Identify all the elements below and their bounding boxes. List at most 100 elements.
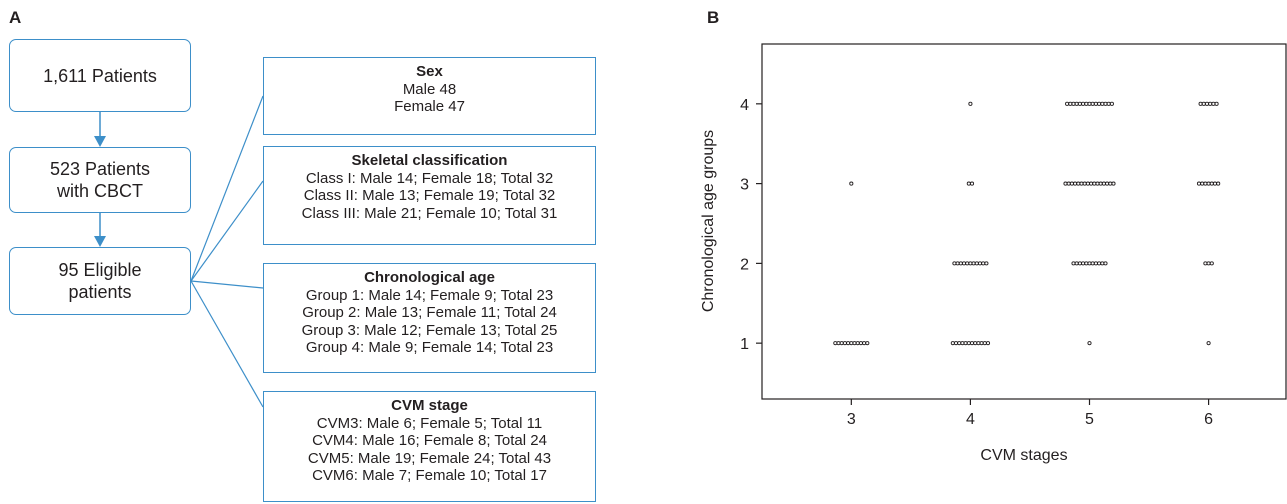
arrow-1-head (94, 136, 106, 147)
data-point (1066, 181, 1071, 186)
data-point (1084, 261, 1089, 266)
data-point (1074, 261, 1079, 266)
data-point (1211, 101, 1216, 106)
y-axis-label: Chronological age groups (700, 130, 717, 312)
data-point (969, 341, 975, 346)
data-point (968, 101, 973, 106)
flow-arrows (94, 112, 106, 247)
data-point (1203, 261, 1208, 266)
data-point (1092, 181, 1097, 186)
data-point (976, 341, 981, 346)
data-point (1063, 181, 1068, 186)
data-point (1084, 101, 1089, 106)
detail-heading: Sex (416, 63, 443, 80)
data-point (1097, 261, 1102, 266)
data-point (1081, 101, 1086, 106)
data-point (1098, 181, 1103, 186)
data-point (862, 341, 867, 346)
data-point (839, 341, 844, 346)
panel-a-label: A (9, 8, 22, 27)
data-point (1101, 181, 1106, 186)
detail-line: Class III: Male 21; Female 10; Total 31 (301, 204, 558, 222)
data-point (852, 341, 857, 346)
data-point (1105, 181, 1110, 186)
data-point (966, 181, 971, 186)
data-point (957, 341, 962, 346)
detail-box-sex: Sex Male 48 Female 47 (263, 57, 596, 135)
detail-line: CVM6: Male 7; Female 10; Total 17 (312, 467, 547, 484)
detail-heading: Chronological age (364, 269, 495, 286)
data-point (965, 261, 970, 266)
flow-box-text: 1,611 Patients (43, 65, 157, 86)
data-points (833, 101, 1221, 346)
data-point (1095, 181, 1100, 186)
data-point (1206, 261, 1211, 266)
data-point (958, 261, 963, 266)
data-point (1077, 261, 1082, 266)
y-tick-label: 1 (740, 336, 749, 353)
data-point (966, 341, 971, 346)
data-point (846, 341, 851, 346)
data-point (950, 341, 955, 346)
data-point (858, 341, 863, 346)
data-point (985, 341, 991, 346)
flow-box-total-patients: 1,611 Patients (9, 39, 191, 112)
detail-line: Group 1: Male 14; Female 9; Total 23 (305, 286, 554, 304)
panel-b-label: B (707, 8, 720, 27)
detail-line: Class I: Male 14; Female 18; Total 32 (305, 169, 554, 187)
y-tick-label: 2 (740, 256, 749, 273)
data-point (973, 341, 978, 346)
data-point (1198, 101, 1203, 106)
data-point (1073, 181, 1078, 186)
data-point (1071, 101, 1076, 106)
detail-line: Female 47 (394, 98, 465, 115)
data-point (1090, 101, 1095, 106)
data-point (1100, 101, 1105, 106)
data-point (1111, 181, 1116, 186)
x-tick-label: 5 (1085, 411, 1094, 428)
detail-line: CVM4: Male 16; Female 8; Total 24 (312, 432, 547, 449)
detail-box-skeletal-classification: Skeletal classification Class I: Male 14… (263, 146, 596, 245)
data-point (1090, 261, 1095, 266)
data-point (1103, 261, 1108, 266)
data-point (1203, 181, 1208, 186)
data-point (865, 341, 870, 346)
data-point (952, 261, 957, 266)
fan-line-age (190, 280, 264, 289)
data-point (1077, 101, 1082, 106)
fan-line-skeletal (190, 180, 264, 282)
y-tick-label: 3 (740, 177, 749, 194)
data-point (1087, 341, 1092, 346)
data-point (1069, 181, 1074, 186)
data-point (836, 341, 841, 346)
data-point (968, 261, 973, 266)
fan-line-sex (190, 95, 264, 282)
data-point (1201, 101, 1206, 106)
fan-lines (190, 95, 264, 408)
data-point (1081, 261, 1086, 266)
data-point (1109, 101, 1114, 106)
data-point (981, 261, 986, 266)
flow-box-text: 95 Eligible (58, 260, 142, 280)
data-point (1212, 181, 1218, 186)
axis-ticks: 3 4 5 6 1 2 3 4 (740, 97, 1213, 428)
data-point (1068, 101, 1073, 106)
flow-box-cbct-patients: 523 Patients with CBCT (9, 147, 191, 213)
data-point (1206, 341, 1211, 346)
arrow-2-head (94, 236, 106, 247)
data-point (1076, 181, 1081, 186)
data-point (1085, 181, 1090, 186)
detail-line: CVM5: Male 19; Female 24; Total 43 (307, 449, 552, 467)
data-point (1209, 181, 1214, 186)
plot-frame (761, 43, 1287, 400)
data-point (855, 341, 860, 346)
data-point (1200, 181, 1205, 186)
data-point (849, 181, 854, 186)
data-point (1079, 181, 1084, 186)
data-point (833, 341, 838, 346)
detail-line: CVM3: Male 6; Female 5; Total 11 (316, 414, 543, 432)
detail-heading: CVM stage (391, 397, 468, 414)
data-point (971, 261, 976, 266)
data-point (842, 341, 847, 346)
